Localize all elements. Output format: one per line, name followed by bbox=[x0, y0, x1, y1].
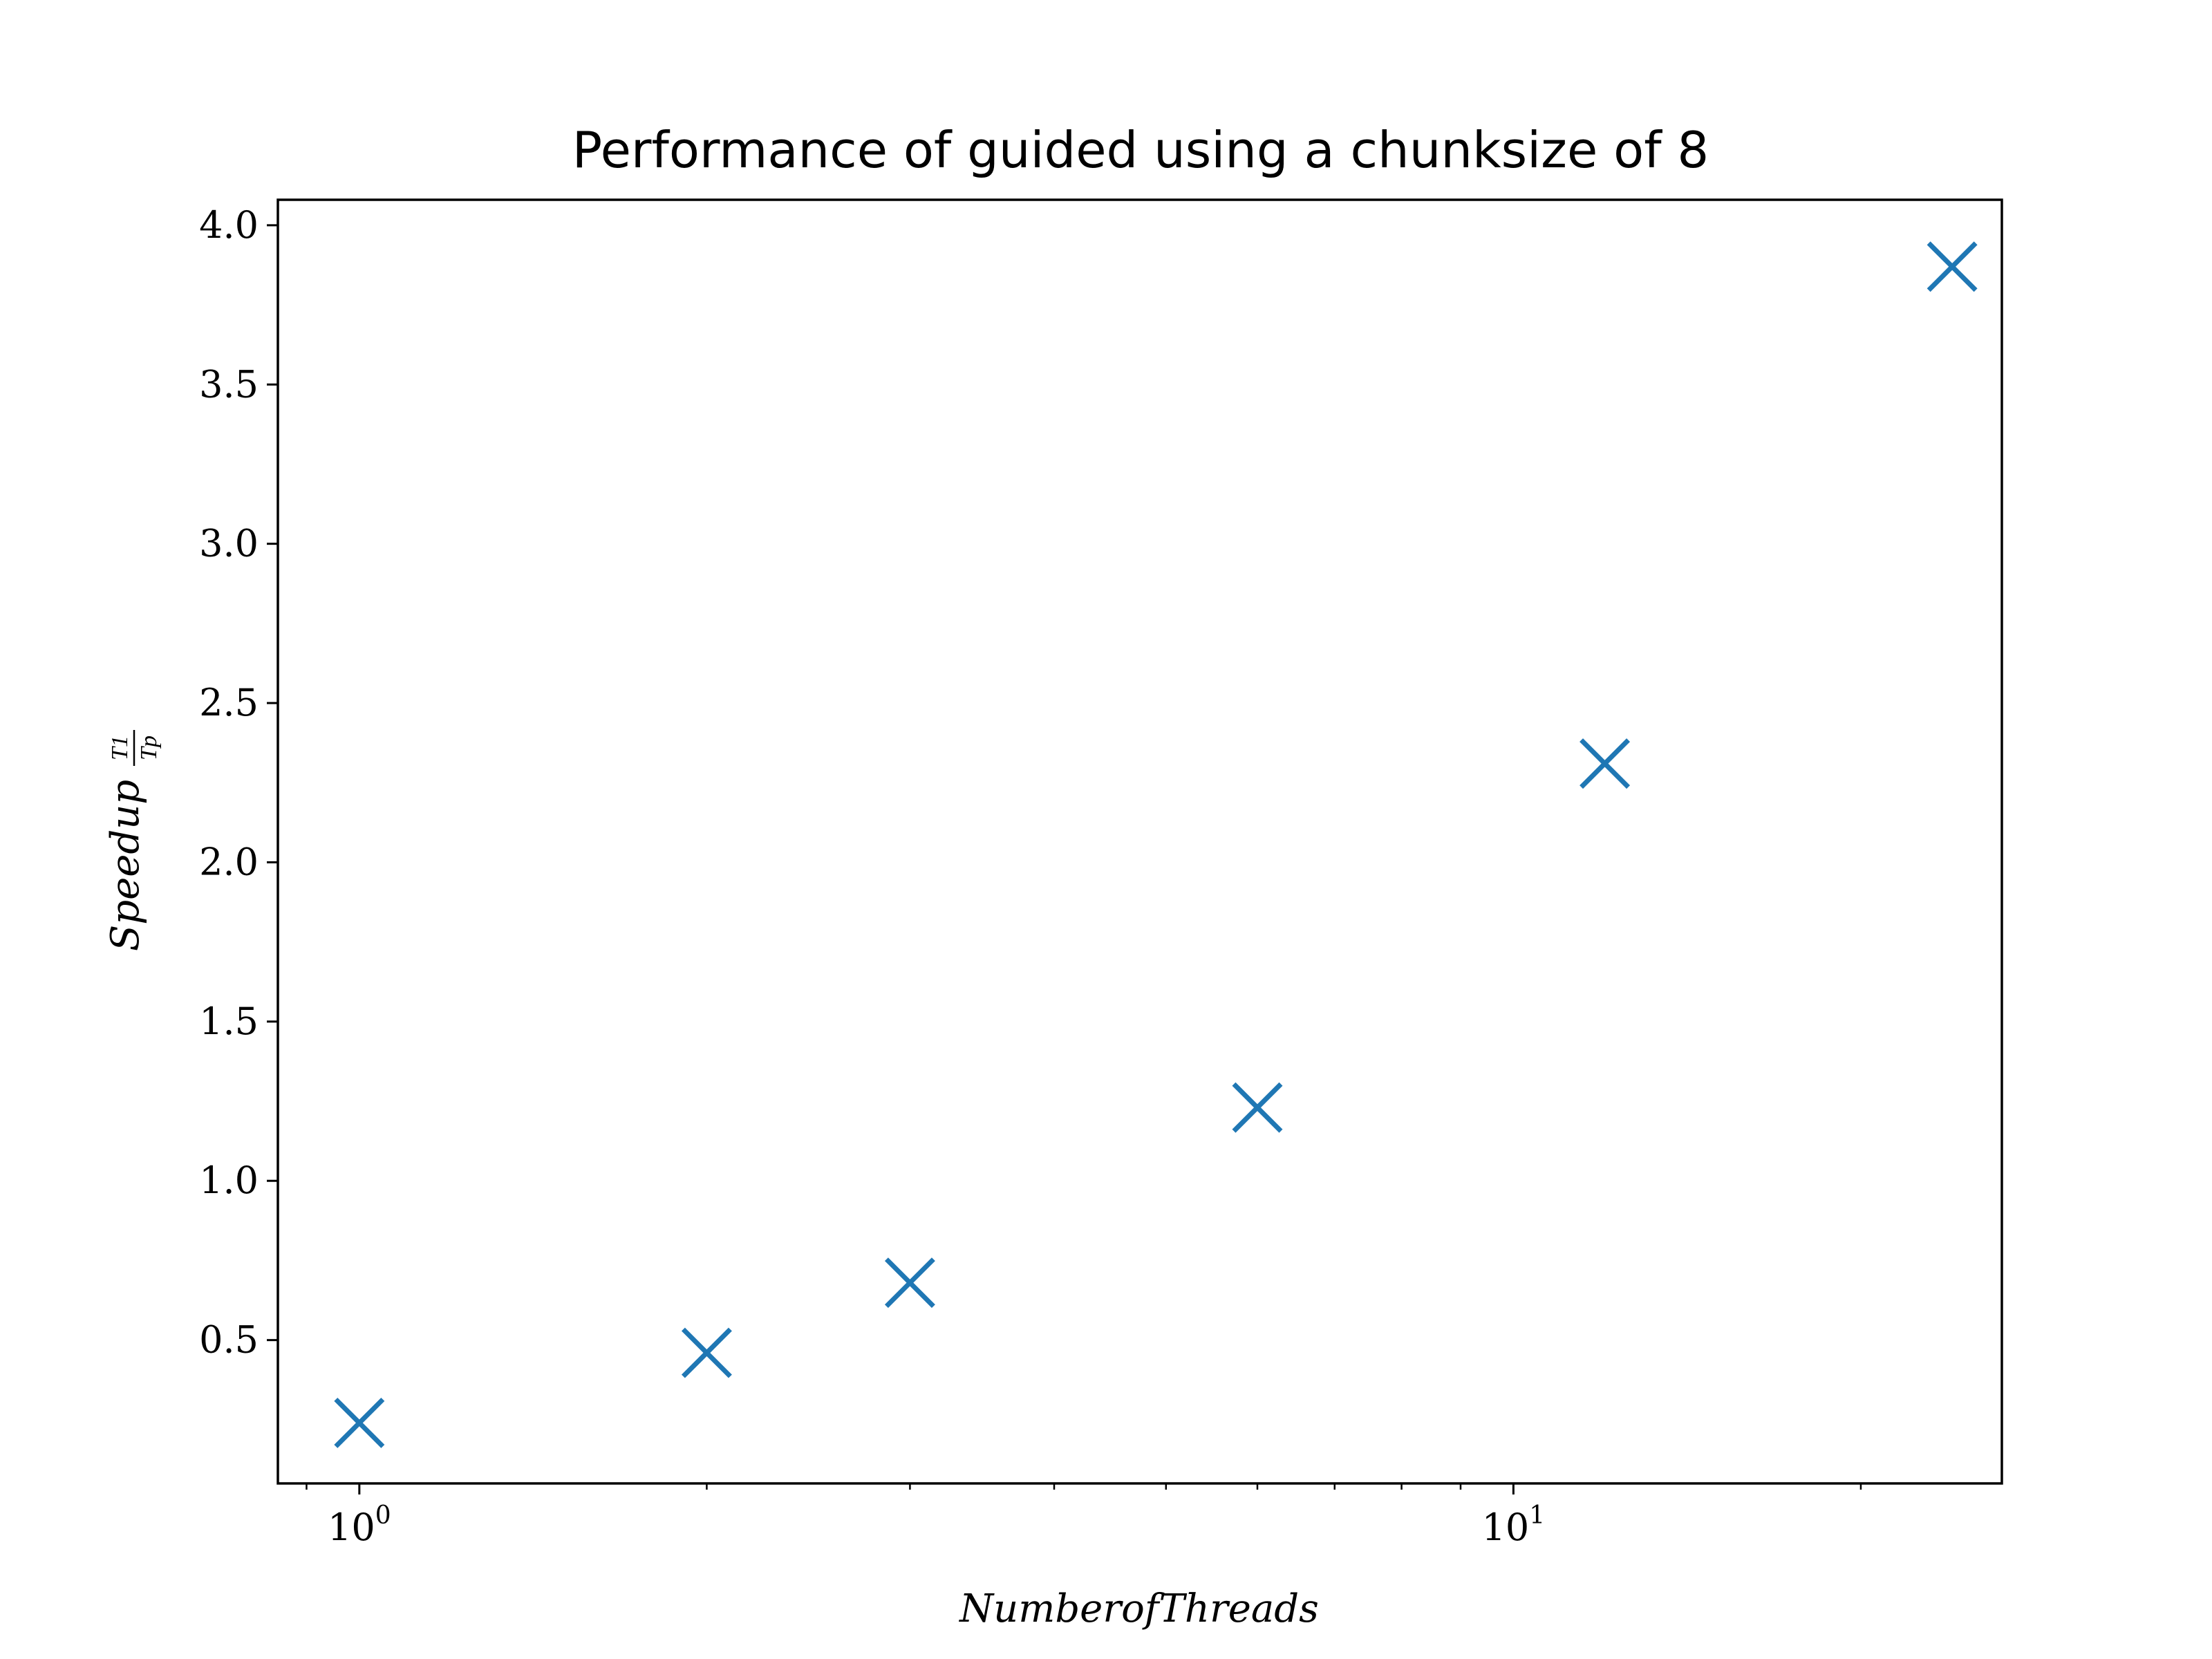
data-point-stroke bbox=[681, 1327, 732, 1378]
x-axis-label: NumberofThreads bbox=[958, 1586, 1319, 1631]
y-tick-label: 2.5 bbox=[199, 681, 259, 724]
y-axis-label-text: Speedup bbox=[103, 780, 148, 951]
data-point-stroke bbox=[1232, 1082, 1283, 1133]
y-tick-label: 4.0 bbox=[199, 203, 259, 247]
data-points bbox=[334, 241, 1978, 1448]
y-tick-label: 3.5 bbox=[199, 362, 259, 406]
data-point-stroke bbox=[1580, 738, 1631, 789]
y-tick-label: 2.0 bbox=[199, 840, 259, 883]
data-point bbox=[681, 1327, 732, 1378]
data-point bbox=[1927, 241, 1978, 292]
y-axis-label-denominator: Tp bbox=[136, 735, 162, 760]
y-tick-label: 1.5 bbox=[199, 1000, 259, 1043]
data-point bbox=[1580, 738, 1631, 789]
data-point-stroke bbox=[884, 1257, 935, 1309]
data-point-stroke bbox=[1927, 241, 1978, 292]
data-point bbox=[884, 1257, 935, 1309]
data-point-stroke bbox=[334, 1397, 385, 1448]
y-tick-label: 0.5 bbox=[199, 1318, 259, 1362]
y-axis-label: Speedup T1 Tp bbox=[103, 730, 162, 951]
y-tick-label: 3.0 bbox=[199, 522, 259, 565]
x-tick-label: 101 bbox=[1482, 1501, 1546, 1549]
axis-ticks: 0.5 1.0 1.5 2.0 2.5 3.0 3.5 4.0 100 101 bbox=[199, 203, 1862, 1549]
chart-title: Performance of guided using a chunksize … bbox=[572, 121, 1709, 179]
data-point bbox=[1232, 1082, 1283, 1133]
plot-frame bbox=[276, 198, 2003, 1485]
y-axis-label-numerator: T1 bbox=[107, 735, 133, 760]
data-point bbox=[334, 1397, 385, 1448]
x-tick-label: 100 bbox=[328, 1501, 391, 1549]
y-tick-label: 1.0 bbox=[199, 1159, 259, 1202]
